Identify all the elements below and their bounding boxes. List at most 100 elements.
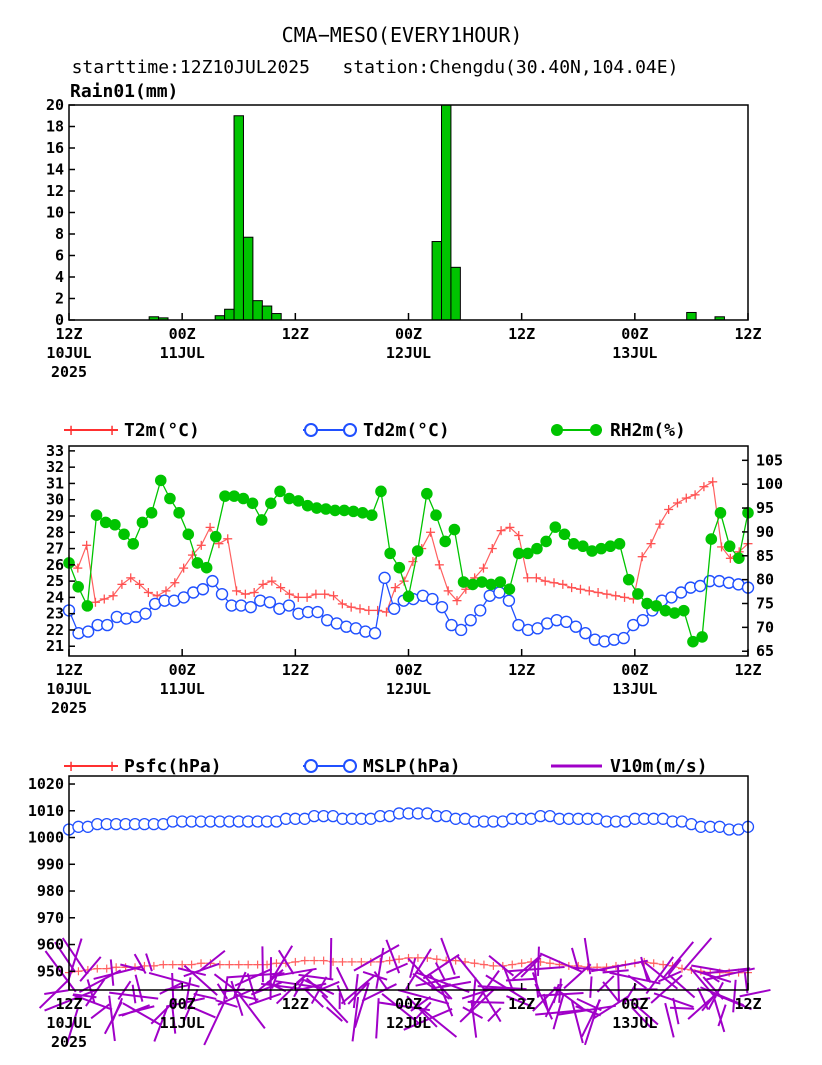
wind-barb-stroke [215, 999, 238, 1008]
t2m-point [514, 531, 524, 541]
legend-psfc: + + Psfc(hPa) [64, 756, 222, 777]
t2m-point [664, 504, 674, 514]
wind-barb-stroke [471, 977, 477, 1005]
t2m-point [329, 591, 339, 601]
wind-barb-stroke [111, 997, 124, 1022]
t2m-point [434, 560, 444, 570]
rh2m-point [375, 485, 387, 498]
legend-td2m: Td2m(°C) [303, 420, 450, 441]
psfc-point [93, 964, 102, 973]
td2m-point [196, 583, 210, 596]
legend-mslp-label: MSLP(hPa) [363, 756, 461, 777]
pressure-series [62, 807, 755, 977]
t2m-point [223, 534, 233, 544]
x-tick-label: 00Z [395, 325, 422, 343]
y-tick-label: 23 [46, 605, 64, 623]
y-tick-label-right: 65 [756, 642, 774, 660]
x-tick-label: 12Z [734, 661, 761, 679]
wind-barb-stroke [477, 985, 527, 991]
t2m-point [690, 490, 700, 500]
humidity-y-axis: 65 70 75 80 85 90 95 100 105 [742, 451, 783, 660]
td2m-point [206, 574, 219, 588]
x-tick-label: 2025 [51, 699, 87, 717]
rain-y-axis: 0 2 4 6 8 10 12 14 16 18 20 [46, 96, 75, 329]
wind-barb-stroke [153, 1005, 169, 1042]
x-tick-label: 13JUL [612, 1014, 657, 1032]
legend-td2m-label: Td2m(°C) [363, 420, 450, 441]
wind-barb-stroke [61, 937, 88, 974]
psfc-point [319, 956, 328, 965]
t2m-point [496, 526, 506, 536]
t2m-point [655, 519, 665, 529]
x-tick-label: 13JUL [612, 344, 657, 362]
rh2m-point [650, 600, 663, 612]
wind-barb-stroke [86, 979, 96, 1003]
wind-barb-stroke [669, 1006, 695, 1010]
rh2m-point [164, 492, 176, 505]
rh2m-point [577, 540, 589, 553]
wind-barb-stroke [375, 947, 385, 989]
wind-barb-stroke [150, 998, 178, 1025]
y-tick-label: 20 [46, 96, 64, 114]
t2m-point [311, 589, 321, 599]
wind-barb-stroke [184, 977, 192, 1010]
wind-barb-stroke [506, 995, 532, 1008]
wind-barb-stroke [131, 984, 137, 1004]
x-tick-label: 00Z [169, 995, 196, 1013]
rh2m-point [677, 604, 690, 617]
y-tick-label: 990 [37, 855, 64, 873]
rh2m-point [310, 502, 323, 514]
y-tick-label: 24 [46, 588, 64, 606]
psfc-point [102, 964, 111, 973]
t2m-point [143, 588, 153, 598]
rain-bar [233, 115, 244, 321]
psfc-point [263, 960, 272, 969]
wind-barb-stroke [189, 1005, 216, 1019]
rh2m-point [659, 604, 672, 617]
wind-barb-stroke [193, 992, 217, 1000]
rh2m-point [393, 561, 406, 574]
td2m-point [464, 613, 477, 627]
wind-barb-stroke [632, 1002, 659, 1026]
rh2m-point [448, 523, 461, 536]
y-tick-label: 0 [55, 311, 64, 329]
x-tick-label: 12Z [508, 995, 535, 1013]
x-tick-label: 10JUL [46, 344, 91, 362]
y-tick-label: 1000 [28, 829, 64, 847]
wind-barb-stroke [505, 977, 535, 982]
wind-barb-stroke [589, 976, 593, 998]
rh2m-point [549, 521, 562, 533]
x-tick-label: 12Z [282, 661, 309, 679]
x-tick-label: 12Z [55, 661, 82, 679]
rh2m-point [191, 557, 204, 569]
rain-bar [261, 305, 273, 321]
td2m-point [101, 618, 114, 632]
t2m-point [284, 589, 294, 599]
rh2m-point [136, 516, 149, 529]
psfc-point [357, 957, 366, 966]
wind-barb-stroke [650, 974, 683, 1004]
rain-plot-frame [68, 104, 749, 321]
rh2m-point [255, 514, 268, 526]
wind-barb-stroke [335, 966, 349, 991]
rh2m-point [558, 528, 571, 541]
rain-bar [271, 313, 282, 321]
t2m-point [196, 540, 206, 550]
x-tick-label: 00Z [395, 995, 422, 1013]
x-tick-label: 00Z [395, 661, 422, 679]
legend-td2m-marker-right [343, 423, 357, 437]
wind-barb-stroke [230, 980, 244, 1017]
t2m-point [637, 552, 647, 562]
rh2m-point [632, 588, 644, 600]
rh2m-point [604, 540, 617, 553]
rh2m-point [586, 545, 598, 557]
rh2m-point [687, 635, 699, 648]
y-tick-label: 2 [55, 290, 64, 308]
t2m-point [320, 589, 330, 599]
wind-barb-stroke [260, 982, 310, 991]
y-tick-label: 33 [46, 442, 64, 460]
td2m-point [311, 605, 324, 619]
legend-t2m-marker-right: + [107, 420, 118, 441]
y-tick-label: 12 [46, 182, 64, 200]
psfc-point [338, 957, 347, 966]
